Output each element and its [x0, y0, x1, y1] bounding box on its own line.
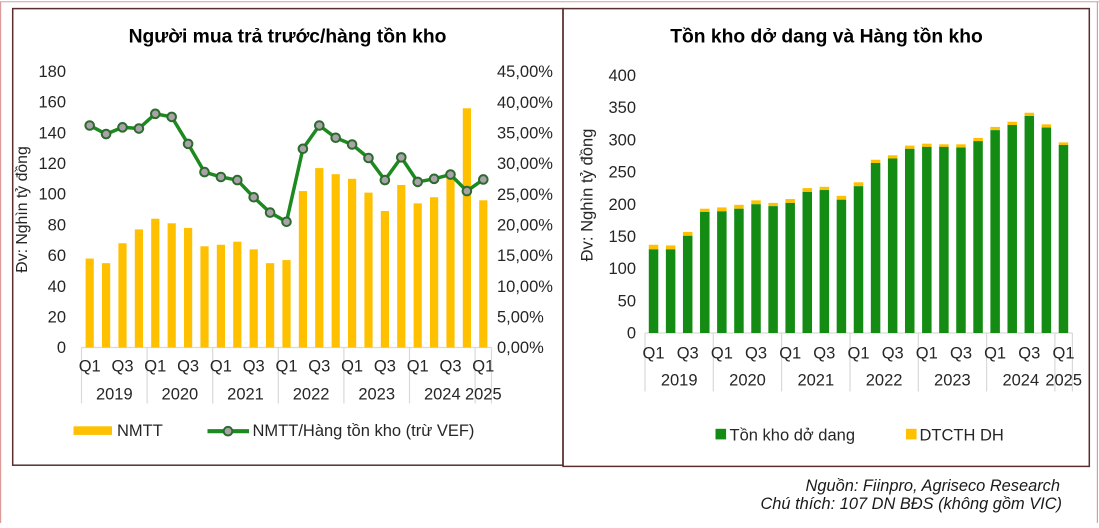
svg-text:Q1: Q1	[407, 358, 429, 376]
svg-text:45,00%: 45,00%	[497, 63, 553, 81]
svg-text:2023: 2023	[934, 372, 971, 390]
svg-text:Q1: Q1	[779, 345, 801, 363]
svg-text:30,00%: 30,00%	[497, 155, 553, 173]
svg-text:Q1: Q1	[847, 345, 869, 363]
svg-text:35,00%: 35,00%	[497, 124, 553, 142]
svg-text:Q3: Q3	[950, 345, 972, 363]
svg-text:Tồn kho dở dang: Tồn kho dở dang	[730, 426, 856, 444]
svg-text:Đv: Nghìn tỷ đồng: Đv: Nghìn tỷ đồng	[578, 129, 597, 262]
svg-text:60: 60	[48, 247, 66, 265]
svg-text:Q3: Q3	[308, 358, 330, 376]
svg-text:2022: 2022	[866, 372, 903, 390]
svg-text:2020: 2020	[162, 386, 199, 404]
svg-text:120: 120	[38, 155, 66, 173]
svg-text:2023: 2023	[358, 386, 395, 404]
svg-text:Q1: Q1	[144, 358, 166, 376]
svg-text:50: 50	[618, 292, 636, 310]
svg-text:Q3: Q3	[111, 358, 133, 376]
svg-text:Q3: Q3	[813, 345, 835, 363]
svg-text:Q1: Q1	[984, 345, 1006, 363]
svg-text:Q3: Q3	[374, 358, 396, 376]
svg-text:Q1: Q1	[711, 345, 733, 363]
svg-text:Tồn kho dở dang và Hàng tồn kh: Tồn kho dở dang và Hàng tồn kho	[670, 27, 983, 48]
svg-text:0,00%: 0,00%	[497, 339, 544, 357]
svg-text:20: 20	[48, 308, 66, 326]
svg-text:Người mua trả trước/hàng tồn k: Người mua trả trước/hàng tồn kho	[129, 27, 447, 48]
svg-text:Q3: Q3	[882, 345, 904, 363]
svg-text:Q1: Q1	[1052, 345, 1074, 363]
svg-text:2019: 2019	[96, 386, 133, 404]
svg-text:10,00%: 10,00%	[497, 278, 553, 296]
svg-text:20,00%: 20,00%	[497, 216, 553, 234]
svg-text:Q3: Q3	[243, 358, 265, 376]
svg-text:Q3: Q3	[677, 345, 699, 363]
svg-text:Đv: Nghìn tỷ đồng: Đv: Nghìn tỷ đồng	[14, 146, 31, 272]
svg-text:180: 180	[38, 63, 66, 81]
svg-text:40,00%: 40,00%	[497, 94, 553, 112]
svg-text:2024: 2024	[1002, 372, 1039, 390]
svg-text:Q1: Q1	[275, 358, 297, 376]
svg-text:2020: 2020	[729, 372, 766, 390]
svg-text:2019: 2019	[661, 372, 698, 390]
svg-text:2025: 2025	[465, 386, 502, 404]
svg-text:150: 150	[608, 228, 636, 246]
svg-text:Nguồn: Fiinpro, Agriseco Resea: Nguồn: Fiinpro, Agriseco Research	[806, 477, 1060, 495]
svg-text:Q1: Q1	[341, 358, 363, 376]
svg-text:NMTT: NMTT	[117, 422, 163, 440]
svg-text:140: 140	[38, 124, 66, 142]
svg-text:Q1: Q1	[916, 345, 938, 363]
svg-text:2021: 2021	[797, 372, 834, 390]
svg-text:Q3: Q3	[177, 358, 199, 376]
svg-text:100: 100	[608, 260, 636, 278]
svg-text:Q1: Q1	[210, 358, 232, 376]
svg-text:300: 300	[608, 131, 636, 149]
svg-text:0: 0	[57, 339, 66, 357]
svg-text:2022: 2022	[293, 386, 330, 404]
svg-text:DTCTH DH: DTCTH DH	[920, 426, 1004, 444]
svg-text:160: 160	[38, 94, 66, 112]
svg-text:Q1: Q1	[472, 358, 494, 376]
svg-text:400: 400	[608, 67, 636, 85]
svg-text:Q3: Q3	[1018, 345, 1040, 363]
svg-text:25,00%: 25,00%	[497, 186, 553, 204]
svg-text:80: 80	[48, 216, 66, 234]
svg-text:40: 40	[48, 278, 66, 296]
svg-text:15,00%: 15,00%	[497, 247, 553, 265]
svg-text:5,00%: 5,00%	[497, 308, 544, 326]
svg-text:100: 100	[38, 186, 66, 204]
svg-text:200: 200	[608, 196, 636, 214]
svg-text:2024: 2024	[424, 386, 461, 404]
svg-text:2021: 2021	[227, 386, 264, 404]
svg-text:Q1: Q1	[642, 345, 664, 363]
svg-text:NMTT/Hàng tồn kho (trừ VEF): NMTT/Hàng tồn kho (trừ VEF)	[253, 422, 475, 440]
svg-text:Q3: Q3	[439, 358, 461, 376]
svg-text:350: 350	[608, 99, 636, 117]
svg-text:250: 250	[608, 164, 636, 182]
svg-text:0: 0	[627, 325, 636, 343]
svg-text:Q1: Q1	[79, 358, 101, 376]
svg-text:2025: 2025	[1045, 372, 1082, 390]
svg-text:Chú thích: 107 DN BĐS (không g: Chú thích: 107 DN BĐS (không gồm VIC)	[760, 495, 1062, 513]
svg-text:Q3: Q3	[745, 345, 767, 363]
